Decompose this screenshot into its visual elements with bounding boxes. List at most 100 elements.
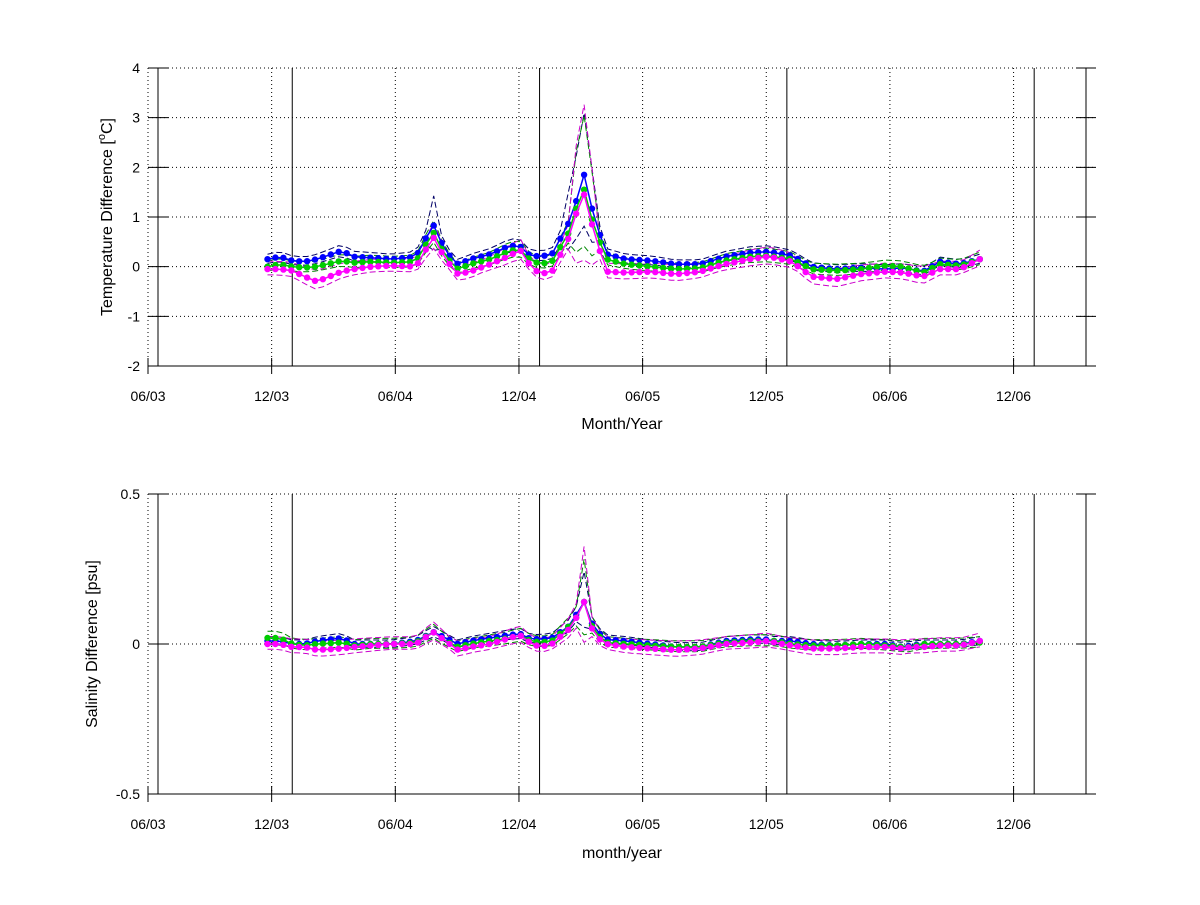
temperature-magenta-point <box>929 269 936 276</box>
salinity-magenta-point <box>937 642 944 649</box>
temperature-magenta-point <box>731 259 738 266</box>
temperature-x-tick-label: 06/06 <box>872 388 907 404</box>
temperature-magenta-envelope-lower <box>267 247 980 290</box>
temperature-x-tick-label: 12/03 <box>254 388 289 404</box>
temperature-green-point <box>652 263 659 271</box>
salinity-magenta-point <box>573 614 580 621</box>
temperature-green-point <box>351 259 358 266</box>
salinity-magenta-point <box>367 642 374 649</box>
salinity-magenta-point <box>422 633 429 641</box>
temperature-magenta-point <box>675 270 683 277</box>
temperature-blue-point <box>296 258 303 265</box>
salinity-magenta-point <box>343 644 350 652</box>
temperature-green-point <box>667 265 675 272</box>
temperature-y-tick-label: 0 <box>132 259 140 275</box>
temperature-green-point <box>327 260 334 267</box>
temperature-green-point <box>889 262 896 270</box>
salinity-magenta-point <box>921 643 928 651</box>
temperature-x-tick-label: 06/04 <box>378 388 413 404</box>
salinity-magenta-point <box>351 643 358 651</box>
temperature-magenta-point <box>747 255 754 263</box>
salinity-magenta-point <box>541 642 548 649</box>
salinity-magenta-point <box>905 644 912 651</box>
temperature-magenta-point <box>406 263 414 270</box>
salinity-green-envelope-upper <box>267 559 980 642</box>
salinity-green-point <box>311 641 319 648</box>
salinity-x-tick-label: 12/06 <box>996 816 1031 832</box>
temperature-magenta-point <box>739 257 746 264</box>
salinity-magenta-point <box>755 638 762 645</box>
temperature-green-point <box>319 262 327 269</box>
temperature-magenta-point <box>707 265 714 272</box>
temperature-magenta-point <box>952 265 960 273</box>
temperature-blue-point <box>557 235 564 242</box>
temperature-magenta-point <box>762 253 770 261</box>
temperature-blue-point <box>327 251 334 258</box>
salinity-panel: -0.5 0 0.5 06/03 12/03 06/04 12/04 06/05 12/05 06… <box>84 486 1096 862</box>
temperature-magenta-point <box>533 267 540 275</box>
salinity-magenta-point <box>454 646 461 653</box>
temperature-magenta-point <box>351 265 358 273</box>
temperature-blue-point <box>573 197 580 205</box>
temperature-magenta-point <box>652 268 659 276</box>
salinity-magenta-point <box>865 643 873 651</box>
temperature-magenta-point <box>296 270 303 278</box>
salinity-magenta-point <box>406 640 414 648</box>
temperature-magenta-point <box>272 265 279 273</box>
salinity-magenta-point <box>636 644 643 651</box>
salinity-magenta-point <box>446 640 453 648</box>
temperature-magenta-point <box>454 270 461 277</box>
temperature-blue-point <box>612 253 619 260</box>
salinity-magenta-point <box>652 645 659 652</box>
salinity-magenta-point <box>588 625 596 632</box>
salinity-magenta-point <box>929 643 936 650</box>
temperature-magenta-point <box>628 269 635 276</box>
temperature-magenta-point <box>976 256 983 263</box>
temperature-green-point <box>628 261 635 268</box>
temperature-green-point <box>675 265 683 273</box>
temperature-blue-point <box>509 242 517 249</box>
temperature-magenta-point <box>905 270 912 277</box>
temperature-green-point <box>343 258 350 265</box>
salinity-magenta-point <box>438 634 445 642</box>
temperature-blue-point <box>454 260 461 267</box>
temperature-x-tick-label: 06/05 <box>625 388 660 404</box>
salinity-magenta-point <box>533 642 540 649</box>
temperature-blue-point <box>288 257 295 264</box>
temperature-magenta-point <box>470 267 477 274</box>
temperature-blue-point <box>470 255 477 262</box>
salinity-magenta-point <box>390 640 398 648</box>
salinity-magenta-point <box>762 637 770 645</box>
temperature-magenta-point <box>493 258 501 265</box>
temperature-magenta-point <box>383 262 390 270</box>
temperature-x-tick-label: 06/03 <box>130 388 165 404</box>
salinity-magenta-point <box>976 637 983 645</box>
temperature-blue-point <box>541 252 548 259</box>
temperature-magenta-point <box>723 260 730 268</box>
temperature-blue-point <box>667 260 675 267</box>
salinity-magenta-point <box>739 639 746 647</box>
salinity-magenta-point <box>319 646 327 653</box>
salinity-magenta-point <box>485 640 493 648</box>
temperature-magenta-point <box>826 275 833 282</box>
salinity-magenta-point <box>375 641 382 649</box>
temperature-y-axis-label-sup: o <box>96 134 108 140</box>
temperature-green-point <box>826 267 833 274</box>
temperature-blue-point <box>636 256 643 264</box>
temperature-magenta-point <box>699 267 706 275</box>
temperature-blue-point <box>660 259 667 266</box>
temperature-magenta-point <box>288 267 295 274</box>
salinity-axes <box>147 493 1096 802</box>
salinity-magenta-point <box>264 640 271 648</box>
temperature-blue-point <box>478 253 485 260</box>
temperature-blue-point <box>493 248 501 255</box>
salinity-x-tick-label: 12/04 <box>501 816 536 832</box>
salinity-magenta-point <box>826 645 833 652</box>
salinity-magenta-point <box>794 643 801 650</box>
salinity-magenta-point <box>327 646 334 653</box>
salinity-green-point <box>272 634 279 642</box>
temperature-green-point <box>296 264 303 271</box>
temperature-magenta-point <box>818 274 825 281</box>
salinity-magenta-point <box>770 639 778 646</box>
temperature-magenta-point <box>438 248 445 256</box>
